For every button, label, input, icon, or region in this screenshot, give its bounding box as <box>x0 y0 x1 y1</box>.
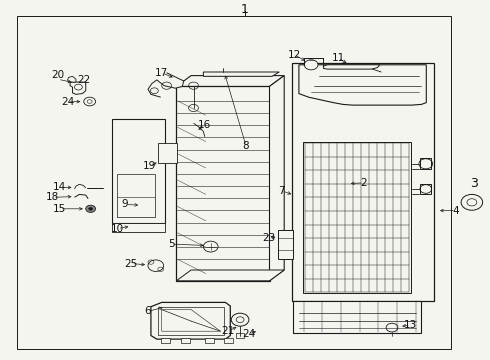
Polygon shape <box>270 76 284 281</box>
Circle shape <box>86 205 96 212</box>
Text: 2: 2 <box>360 178 367 188</box>
Bar <box>117 174 155 217</box>
Text: 13: 13 <box>404 320 417 330</box>
Polygon shape <box>162 310 220 331</box>
Bar <box>158 143 177 163</box>
Bar <box>303 142 411 293</box>
Text: 6: 6 <box>145 306 151 316</box>
Text: 19: 19 <box>143 161 156 171</box>
Text: 5: 5 <box>168 239 175 249</box>
Bar <box>17 16 451 349</box>
Text: 7: 7 <box>278 186 285 196</box>
Bar <box>292 63 434 301</box>
Polygon shape <box>148 73 184 97</box>
Polygon shape <box>151 302 230 339</box>
Polygon shape <box>203 72 279 76</box>
Text: 14: 14 <box>53 182 67 192</box>
Text: 15: 15 <box>53 204 67 214</box>
Text: 4: 4 <box>452 206 459 216</box>
Text: 16: 16 <box>198 120 212 130</box>
Polygon shape <box>158 307 224 335</box>
Text: 18: 18 <box>46 192 60 202</box>
Bar <box>224 338 233 343</box>
Text: 25: 25 <box>124 258 138 269</box>
Text: 17: 17 <box>155 68 169 78</box>
Bar <box>112 119 165 223</box>
Polygon shape <box>323 65 380 69</box>
Text: 8: 8 <box>243 141 249 151</box>
Polygon shape <box>176 86 270 281</box>
Circle shape <box>89 207 93 210</box>
Text: 21: 21 <box>221 326 235 336</box>
Text: 12: 12 <box>287 50 301 60</box>
Bar <box>236 333 244 338</box>
Text: 22: 22 <box>77 75 91 85</box>
Bar <box>112 223 165 232</box>
Text: 20: 20 <box>51 70 64 80</box>
Text: 3: 3 <box>470 177 478 190</box>
Bar <box>181 338 190 343</box>
Text: 9: 9 <box>122 199 128 210</box>
Text: 1: 1 <box>241 3 249 16</box>
Polygon shape <box>176 76 284 86</box>
Bar <box>117 197 155 217</box>
Polygon shape <box>68 76 76 82</box>
Polygon shape <box>299 65 426 105</box>
Circle shape <box>304 60 318 70</box>
Text: 24: 24 <box>61 97 74 107</box>
Bar <box>161 338 170 343</box>
Circle shape <box>231 313 249 326</box>
Text: 11: 11 <box>331 53 345 63</box>
Polygon shape <box>70 82 86 94</box>
Bar <box>205 338 214 343</box>
Polygon shape <box>420 184 431 194</box>
Text: 24: 24 <box>242 329 256 339</box>
Text: 23: 23 <box>262 233 275 243</box>
Text: 10: 10 <box>111 224 124 234</box>
Polygon shape <box>278 230 293 259</box>
Polygon shape <box>293 301 421 333</box>
Polygon shape <box>176 270 284 281</box>
Polygon shape <box>420 158 431 169</box>
